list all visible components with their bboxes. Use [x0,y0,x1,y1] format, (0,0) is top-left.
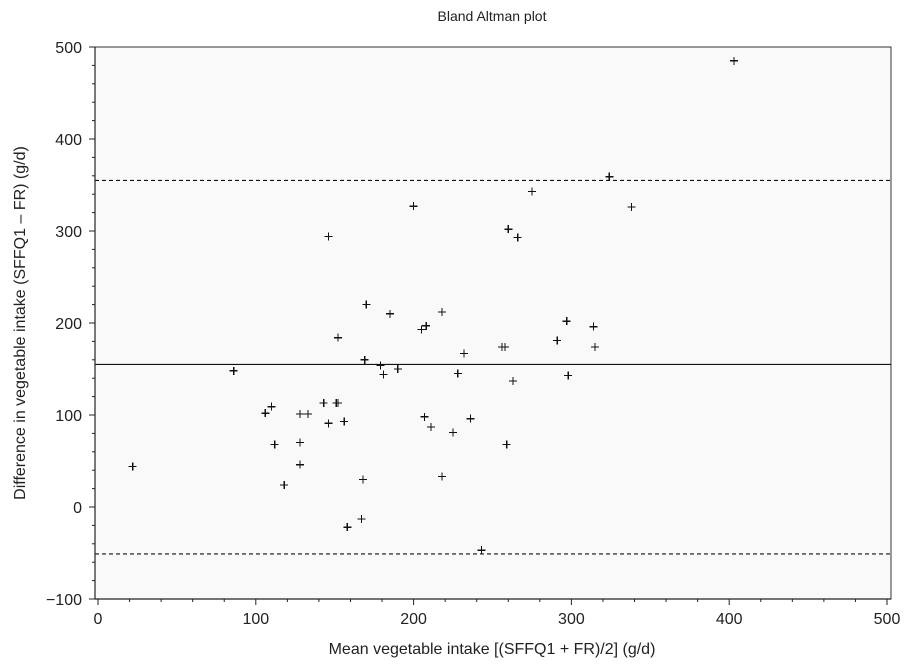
point-marker [409,202,418,211]
point-marker [270,440,279,449]
point-marker [324,419,333,428]
point-marker [502,440,511,449]
y-tick-label: 100 [55,408,82,425]
point-marker [438,472,447,481]
x-tick-label: 500 [874,611,901,628]
x-axis-label: Mean vegetable intake [(SFFQ1 + FR)/2] (… [329,641,656,658]
chart-title: Bland Altman plot [438,8,547,24]
point-marker [319,399,328,408]
x-tick-label: 0 [94,611,103,628]
points-layer [128,56,738,555]
reference-lines [95,179,891,555]
point-marker [376,361,385,370]
point-marker [466,414,475,423]
point-marker [280,480,289,489]
point-marker [553,336,562,345]
y-tick-label: −100 [46,592,82,609]
y-tick-label: 200 [55,316,82,333]
point-marker [360,355,369,364]
point-marker [504,225,513,234]
y-tick-label: 400 [55,132,82,149]
point-marker [333,399,342,408]
x-tick-label: 400 [716,611,743,628]
point-marker [229,366,238,375]
point-marker [295,410,304,419]
point-marker [393,365,402,373]
x-tick-label: 300 [558,611,585,628]
point-marker [128,462,137,471]
point-marker [267,402,276,411]
point-marker [477,546,486,555]
axes-layer: −100 0 100 200 300 400 500 0 100 200 300 400 500 [46,40,900,628]
y-tick-label: 0 [73,500,82,517]
point-marker [509,376,518,385]
point-marker [460,349,469,358]
point-marker [562,317,571,326]
point-marker [324,232,333,241]
point-marker [422,321,431,330]
point-marker [627,203,636,212]
point-marker [527,187,536,196]
point-marker [453,369,462,378]
point-marker [589,322,598,331]
point-marker [591,342,600,351]
point-marker [449,428,458,437]
point-marker [343,523,352,532]
point-marker [426,422,435,431]
point-marker [605,172,614,181]
point-marker [729,56,738,65]
point-marker [385,309,394,318]
point-marker [379,370,388,379]
x-tick-label: 200 [400,611,427,628]
point-marker [417,325,426,334]
x-tick-label: 100 [242,611,269,628]
point-marker [333,333,342,342]
point-marker [513,233,522,242]
point-marker [359,475,368,484]
y-axis-label: Difference in vegetable intake (SFFQ1 – … [12,146,29,500]
point-marker [564,371,573,380]
point-marker [295,438,304,447]
y-tick-label: 500 [55,40,82,57]
plot-area [94,46,892,600]
y-tick-label: 300 [55,224,82,241]
point-marker [357,514,366,523]
point-marker [362,300,371,309]
point-marker [501,342,510,351]
point-marker [420,412,429,421]
point-marker [438,307,447,316]
point-marker [303,410,312,419]
point-marker [261,409,270,418]
point-marker [295,460,304,469]
point-marker [340,417,349,426]
